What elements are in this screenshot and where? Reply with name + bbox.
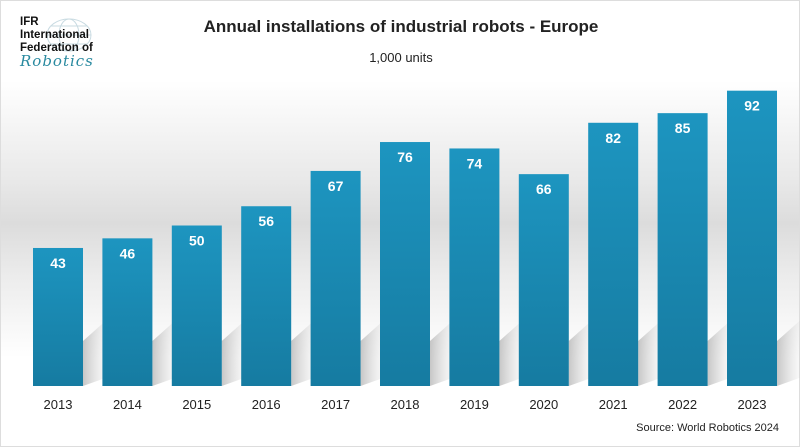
source-note: Source: World Robotics 2024: [636, 422, 779, 434]
logo-line: Federation of: [20, 42, 93, 54]
x-tick-label: 2021: [599, 397, 628, 412]
bar-2018: [380, 142, 430, 386]
data-label: 67: [328, 178, 344, 194]
data-label: 56: [258, 213, 274, 229]
logo-robotics: Robotics: [20, 52, 94, 70]
data-label: 66: [536, 181, 552, 197]
ifr-logo: IFR International Federation of Robotics: [20, 16, 94, 70]
x-tick-label: 2023: [738, 397, 767, 412]
x-tick-label: 2020: [529, 397, 558, 412]
x-tick-label: 2016: [252, 397, 281, 412]
bar-2020: [518, 174, 569, 386]
data-label: 85: [675, 120, 691, 136]
x-tick-label: 2018: [391, 397, 420, 412]
bar-2023: [727, 90, 777, 387]
bar-2019: [449, 148, 500, 386]
bar-2015: [171, 225, 222, 386]
data-label: 43: [50, 255, 66, 271]
x-tick-label: 2017: [321, 397, 350, 412]
bar-2016: [241, 206, 292, 386]
data-label: 46: [120, 245, 136, 261]
bar-2014: [102, 238, 153, 386]
bar-2021: [588, 122, 639, 386]
bar-2022: [657, 113, 708, 387]
data-label: 50: [189, 233, 205, 249]
x-tick-label: 2022: [668, 397, 697, 412]
chart-title: Annual installations of industrial robot…: [203, 17, 599, 36]
x-tick-label: 2019: [460, 397, 489, 412]
bar-2013: [33, 247, 83, 386]
globe-logo-icon: [46, 18, 92, 52]
bar-shadow: [777, 320, 800, 386]
chart-subtitle: 1,000 units: [369, 50, 433, 65]
data-label: 82: [605, 130, 621, 146]
data-label: 76: [397, 149, 413, 165]
x-tick-label: 2014: [113, 397, 142, 412]
logo-line: International: [20, 29, 90, 41]
bar-2017: [310, 170, 361, 386]
x-tick-label: 2015: [182, 397, 211, 412]
data-label: 74: [467, 155, 483, 171]
logo-line: IFR: [20, 16, 39, 28]
data-label: 92: [744, 98, 760, 114]
x-tick-label: 2013: [44, 397, 73, 412]
